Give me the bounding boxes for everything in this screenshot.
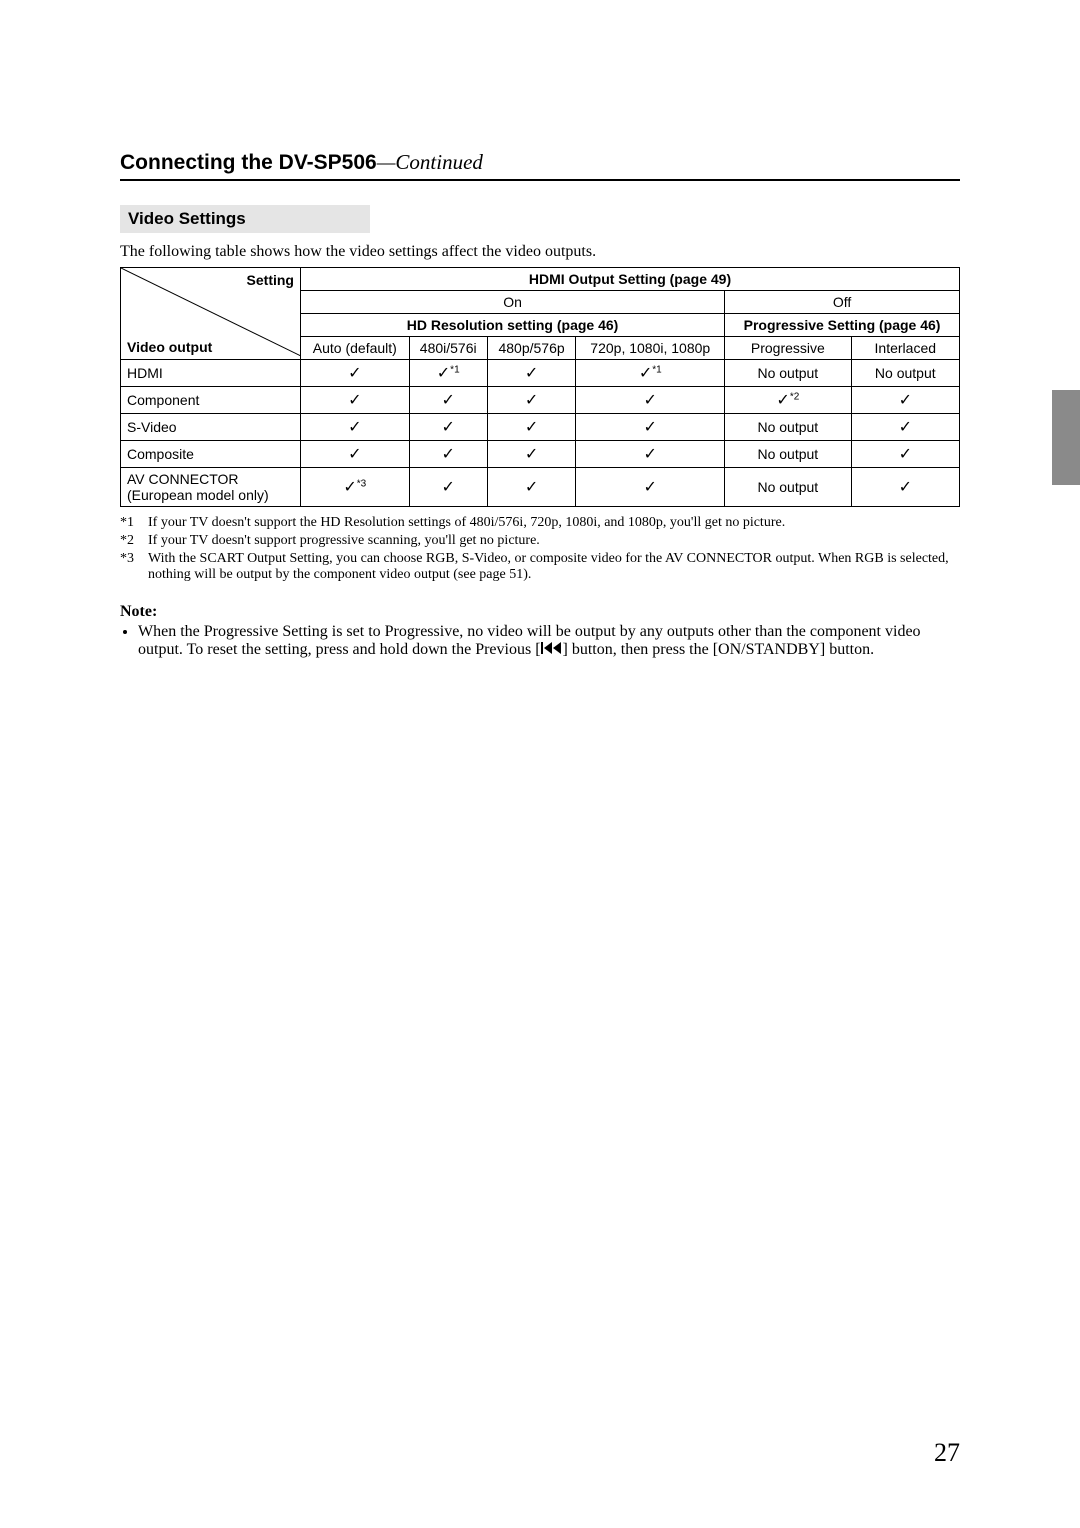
cell: ✓ [301, 414, 410, 441]
page-number: 27 [934, 1438, 960, 1468]
cell: ✓ [851, 414, 959, 441]
footnote-mark: *1 [120, 515, 148, 531]
col-auto: Auto (default) [301, 337, 410, 360]
cell: ✓ [409, 387, 487, 414]
title-italic: Continued [395, 150, 483, 174]
title-bold: Connecting the DV-SP506 [120, 151, 377, 174]
cell: No output [725, 441, 851, 468]
video-settings-table: Setting Video output HDMI Output Setting… [120, 267, 960, 507]
table-diag-cell: Setting Video output [121, 268, 301, 360]
previous-icon [541, 641, 563, 659]
cell: ✓ [851, 468, 959, 507]
cell: ✓ [409, 441, 487, 468]
cell: No output [851, 360, 959, 387]
row-label: Composite [121, 441, 301, 468]
cell: ✓*2 [725, 387, 851, 414]
footnote-mark: *2 [120, 533, 148, 549]
col-c720p: 720p, 1080i, 1080p [576, 337, 725, 360]
hdmi-header: HDMI Output Setting (page 49) [301, 268, 960, 291]
footnote-mark: *3 [120, 551, 148, 583]
page-title: Connecting the DV-SP506—Continued [120, 150, 960, 181]
cell: ✓ [487, 387, 576, 414]
cell: ✓ [576, 387, 725, 414]
section-header: Video Settings [120, 205, 370, 233]
col-inter: Interlaced [851, 337, 959, 360]
table-row: Component✓✓✓✓✓*2✓ [121, 387, 960, 414]
row-label: S-Video [121, 414, 301, 441]
cell: ✓*1 [409, 360, 487, 387]
cell: ✓ [487, 360, 576, 387]
footnote: *2If your TV doesn't support progressive… [120, 533, 960, 549]
footnotes: *1If your TV doesn't support the HD Reso… [120, 515, 960, 583]
on-label: On [301, 291, 725, 314]
note-label: Note: [120, 603, 960, 621]
cell: ✓ [301, 360, 410, 387]
col-c480p: 480p/576p [487, 337, 576, 360]
cell: ✓ [487, 468, 576, 507]
cell: ✓ [576, 468, 725, 507]
row-label: HDMI [121, 360, 301, 387]
cell: No output [725, 360, 851, 387]
footnote-text: If your TV doesn't support the HD Resolu… [148, 515, 785, 531]
footnote-text: If your TV doesn't support progressive s… [148, 533, 540, 549]
page: Connecting the DV-SP506—Continued Video … [0, 0, 1080, 1528]
col-c480i: 480i/576i [409, 337, 487, 360]
cell: ✓*1 [576, 360, 725, 387]
cell: ✓ [301, 441, 410, 468]
note-block: Note: When the Progressive Setting is se… [120, 603, 960, 659]
lead-text: The following table shows how the video … [120, 243, 960, 261]
table-row: S-Video✓✓✓✓No output✓ [121, 414, 960, 441]
col-prog: Progressive [725, 337, 851, 360]
table-row: AV CONNECTOR (European model only)✓*3✓✓✓… [121, 468, 960, 507]
footnote-text: With the SCART Output Setting, you can c… [148, 551, 960, 583]
cell: ✓ [576, 441, 725, 468]
cell: ✓ [487, 441, 576, 468]
note-text-after: ] button, then press the [ON/STANDBY] bu… [563, 641, 875, 658]
cell: ✓ [409, 468, 487, 507]
prog-header: Progressive Setting (page 46) [725, 314, 960, 337]
cell: ✓ [301, 387, 410, 414]
cell: ✓ [576, 414, 725, 441]
note-item: When the Progressive Setting is set to P… [138, 623, 960, 659]
cell: ✓ [851, 387, 959, 414]
row-label: AV CONNECTOR (European model only) [121, 468, 301, 507]
cell: No output [725, 414, 851, 441]
table-row: Composite✓✓✓✓No output✓ [121, 441, 960, 468]
cell: ✓ [851, 441, 959, 468]
side-tab [1052, 390, 1080, 485]
title-sep: — [377, 150, 396, 174]
diag-video-label: Video output [127, 339, 212, 355]
footnote: *3With the SCART Output Setting, you can… [120, 551, 960, 583]
row-label: Component [121, 387, 301, 414]
cell: ✓ [487, 414, 576, 441]
off-label: Off [725, 291, 960, 314]
cell: No output [725, 468, 851, 507]
diag-setting-label: Setting [247, 272, 294, 288]
footnote: *1If your TV doesn't support the HD Reso… [120, 515, 960, 531]
hd-res-header: HD Resolution setting (page 46) [301, 314, 725, 337]
table-row: HDMI✓✓*1✓✓*1No outputNo output [121, 360, 960, 387]
cell: ✓ [409, 414, 487, 441]
cell: ✓*3 [301, 468, 410, 507]
